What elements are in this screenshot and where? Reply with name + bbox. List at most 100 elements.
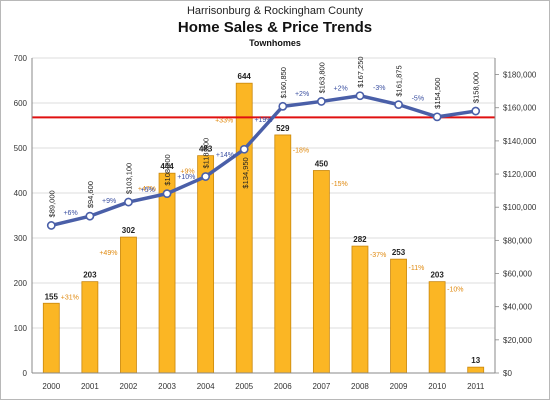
sales-change-labels: +31% +49% +47% +9% +33% -18% -15% -37% -11% -10% — [61, 117, 464, 301]
sales-value-label: 282 — [353, 235, 367, 244]
right-tick-label: $180,000 — [503, 71, 537, 80]
x-tick-label: 2004 — [197, 382, 215, 391]
price-point — [162, 189, 172, 199]
sales-value-label: 253 — [392, 248, 406, 257]
left-tick-label: 700 — [14, 54, 28, 63]
price-value-label: $118,500 — [202, 138, 211, 169]
x-tick-label: 2003 — [158, 382, 176, 391]
sales-bar — [42, 302, 60, 374]
sales-change-label: +9% — [180, 169, 194, 176]
sales-change-label: +33% — [215, 117, 233, 124]
price-value-label: $167,250 — [356, 56, 365, 87]
x-tick-label: 2011 — [467, 382, 485, 391]
price-change-label: +9% — [102, 198, 116, 205]
sales-bar — [197, 155, 215, 374]
axes — [31, 58, 496, 374]
price-value-label: $89,000 — [47, 190, 56, 217]
price-change-label: +2% — [295, 91, 309, 98]
right-tick-label: $60,000 — [503, 270, 532, 279]
left-tick-label: 600 — [14, 99, 28, 108]
sales-value-label: 529 — [276, 124, 290, 133]
x-tick-label: 2009 — [390, 382, 408, 391]
price-point — [46, 221, 56, 230]
bar-value-labels: 155 203 302 444 483 644 529 450 282 253 203 13 — [45, 72, 481, 365]
price-change-label: +6% — [63, 210, 77, 217]
sales-bar — [235, 82, 253, 374]
sales-change-label: +31% — [61, 295, 79, 302]
sales-change-label: -11% — [409, 265, 425, 272]
price-change-label: +14% — [216, 152, 234, 159]
right-tick-label: $80,000 — [503, 236, 532, 245]
left-tick-label: 200 — [14, 279, 28, 288]
price-point — [239, 144, 249, 154]
price-point — [316, 97, 326, 106]
price-value-label: $108,200 — [163, 154, 172, 185]
right-tick-label: $0 — [503, 369, 512, 378]
x-tick-label: 2000 — [42, 382, 60, 391]
left-tick-label: 400 — [14, 189, 28, 198]
price-change-label: +5% — [141, 187, 155, 194]
right-tick-label: $160,000 — [503, 104, 537, 113]
right-tick-label: $120,000 — [503, 170, 537, 179]
x-tick-label: 2006 — [274, 382, 292, 391]
price-point — [278, 101, 288, 111]
price-point — [432, 112, 442, 122]
left-tick-label: 300 — [14, 234, 28, 243]
sales-change-label: -18% — [293, 147, 309, 154]
price-value-label: $134,950 — [241, 157, 250, 188]
sales-bar — [81, 281, 99, 374]
sales-bar — [120, 236, 137, 374]
sales-bar — [158, 172, 176, 374]
x-tick-label: 2005 — [235, 382, 253, 391]
sales-bar — [312, 170, 330, 374]
price-point — [201, 172, 211, 181]
chart-title: Home Sales & Price Trends — [177, 19, 373, 36]
price-value-label: $161,875 — [395, 65, 404, 96]
price-change-label: +10% — [177, 174, 195, 181]
price-change-label: -3% — [373, 85, 385, 92]
price-value-label: $154,500 — [433, 78, 442, 109]
price-line — [50, 93, 476, 228]
sales-change-label: +47% — [138, 186, 156, 193]
price-change-label: -5% — [412, 96, 424, 103]
right-tick-label: $100,000 — [503, 203, 537, 212]
right-axis-ticks: $0 $20,000 $40,000 $60,000 $80,000 $100,000 $1… — [495, 71, 537, 378]
right-tick-label: $20,000 — [503, 336, 532, 345]
property-type-label: Townhomes — [249, 38, 301, 48]
sales-value-label: 203 — [83, 271, 97, 280]
sales-change-label: -10% — [447, 286, 463, 293]
right-tick-label: $40,000 — [503, 303, 532, 312]
sales-bar — [390, 258, 407, 374]
x-tick-label: 2010 — [428, 382, 446, 391]
sales-change-label: -37% — [370, 252, 386, 259]
price-value-label: $103,100 — [124, 163, 133, 194]
price-value-label: $158,000 — [472, 72, 481, 103]
chart-subtitle: Harrisonburg & Rockingham County — [186, 5, 364, 17]
price-change-label: +19% — [254, 117, 272, 124]
x-axis-ticks: 2000 2001 2002 2003 2004 2005 2006 2007 2008 2009… — [42, 382, 484, 391]
sales-value-label: 483 — [199, 145, 213, 154]
price-value-label: $94,600 — [86, 181, 95, 208]
price-line-group — [46, 91, 481, 230]
bar-series — [42, 82, 485, 374]
grid-lines — [32, 57, 495, 329]
sales-value-label: 203 — [430, 271, 444, 280]
sales-value-label: 444 — [160, 162, 174, 171]
sales-value-label: 155 — [45, 292, 59, 301]
price-point — [394, 100, 403, 110]
sales-bar — [428, 281, 446, 374]
price-point — [471, 106, 481, 116]
x-tick-label: 2008 — [351, 382, 369, 391]
price-point — [85, 211, 95, 221]
sales-change-label: -15% — [331, 181, 347, 188]
x-tick-label: 2007 — [312, 382, 330, 391]
price-value-labels: $89,000 $94,600 $103,100 $108,200 $118,500 $1… — [47, 56, 480, 217]
right-tick-label: $140,000 — [503, 137, 537, 146]
price-point — [124, 197, 133, 207]
sales-value-label: 302 — [122, 226, 136, 235]
sales-value-label: 644 — [238, 72, 252, 81]
sales-value-label: 13 — [471, 356, 480, 365]
price-value-label: $163,800 — [317, 62, 326, 93]
x-tick-label: 2001 — [81, 382, 99, 391]
